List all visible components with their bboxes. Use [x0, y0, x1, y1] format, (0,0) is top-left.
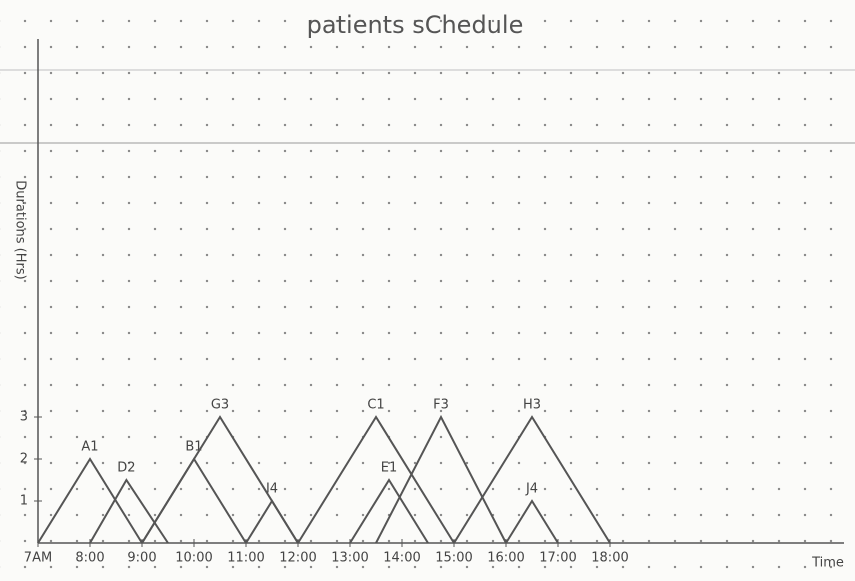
schedule-line	[141, 457, 247, 544]
schedule-line	[505, 499, 559, 544]
schedule-line	[37, 457, 143, 544]
series-label: E1	[381, 461, 398, 476]
x-tick-label: 16:00	[487, 551, 524, 566]
x-tick-label: 17:00	[539, 551, 576, 566]
series-label: A1	[81, 440, 98, 455]
schedule-line	[297, 415, 455, 544]
x-tick-label: 10:00	[175, 551, 212, 566]
x-axis-label: Time	[811, 556, 844, 571]
y-tick-label: 3	[20, 410, 28, 425]
series-label: J4	[525, 482, 538, 497]
y-tick-label: 1	[20, 494, 28, 509]
x-tick-label: 13:00	[331, 551, 368, 566]
x-tick-label: 15:00	[435, 551, 472, 566]
x-tick-label: 9:00	[127, 551, 156, 566]
series-label: G3	[211, 398, 229, 413]
chart-title: patients sChedule	[307, 11, 524, 39]
series-label: D2	[117, 461, 135, 476]
x-tick-label: 8:00	[75, 551, 104, 566]
schedule-line	[453, 415, 611, 544]
series-label: H3	[523, 398, 541, 413]
schedule-line	[141, 415, 299, 544]
x-tick-label: 12:00	[279, 551, 316, 566]
y-axis-label: Durations (Hrs)	[13, 180, 28, 279]
schedule-line	[349, 478, 429, 544]
series-label: F3	[433, 398, 449, 413]
y-tick-label: 2	[20, 452, 28, 467]
x-tick-label: 7AM	[24, 551, 52, 566]
x-tick-label: 18:00	[591, 551, 628, 566]
x-tick-label: 14:00	[383, 551, 420, 566]
series-label: C1	[367, 398, 384, 413]
schedule-line	[89, 478, 169, 544]
series-label: B1	[185, 440, 202, 455]
schedule-line	[245, 499, 299, 544]
x-tick-label: 11:00	[227, 551, 264, 566]
series-label: I4	[266, 482, 278, 497]
schedule-line	[375, 414, 507, 544]
